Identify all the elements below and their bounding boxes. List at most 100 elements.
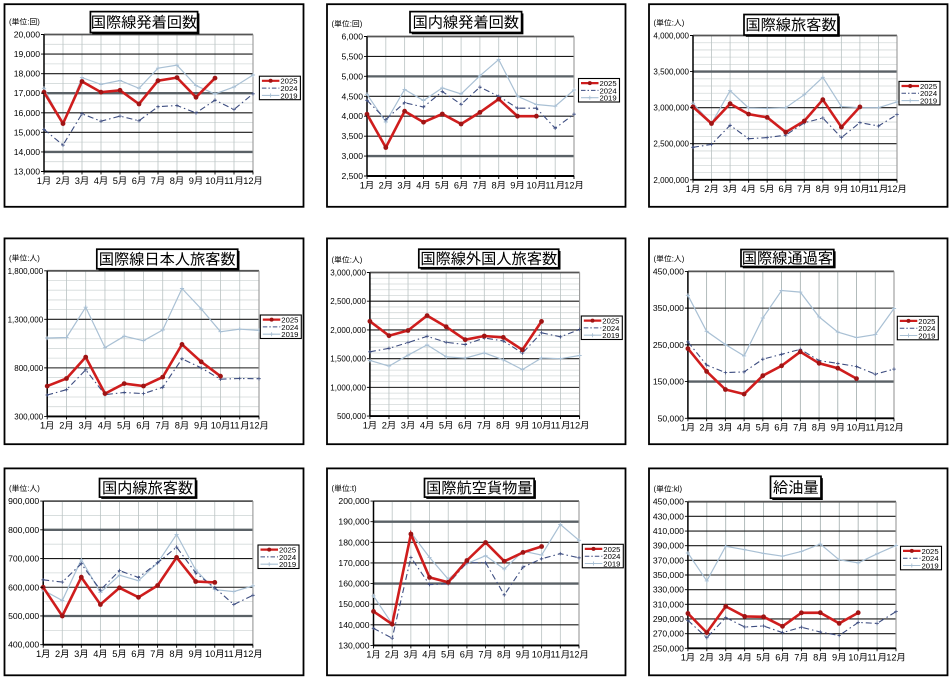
svg-text:10: 10 — [205, 649, 215, 659]
svg-text:14,000: 14,000 — [14, 147, 41, 157]
svg-text:12: 12 — [884, 423, 894, 433]
svg-text:9: 9 — [516, 650, 521, 660]
svg-text:9: 9 — [832, 653, 837, 663]
svg-text:3: 3 — [718, 423, 723, 433]
svg-text:11: 11 — [551, 650, 561, 660]
svg-text:800,000: 800,000 — [8, 525, 39, 535]
svg-text:2: 2 — [704, 184, 709, 194]
svg-text:3,000,000: 3,000,000 — [330, 269, 366, 278]
svg-text:8: 8 — [169, 649, 174, 659]
svg-text:1: 1 — [40, 421, 45, 431]
svg-text:): ) — [682, 19, 685, 28]
svg-text:16,000: 16,000 — [14, 108, 41, 118]
svg-text:2019: 2019 — [279, 560, 296, 569]
svg-text:(: ( — [654, 19, 657, 28]
svg-text:4: 4 — [422, 650, 427, 660]
svg-text:9: 9 — [831, 423, 836, 433]
svg-text:2019: 2019 — [280, 91, 297, 100]
svg-text:10: 10 — [532, 650, 542, 660]
svg-text:2019: 2019 — [602, 331, 619, 340]
svg-text:4: 4 — [741, 184, 746, 194]
svg-text:2024: 2024 — [920, 89, 938, 98]
svg-text:3,000: 3,000 — [341, 151, 363, 161]
svg-text:6: 6 — [132, 176, 137, 186]
svg-text:2025: 2025 — [279, 546, 296, 555]
svg-text:2: 2 — [385, 650, 390, 660]
svg-text:5,500: 5,500 — [341, 51, 363, 61]
svg-text::t): :t) — [350, 484, 357, 493]
svg-text:4: 4 — [93, 649, 98, 659]
svg-text:8: 8 — [813, 653, 818, 663]
svg-text:(: ( — [654, 254, 657, 263]
svg-text:9: 9 — [834, 184, 839, 194]
svg-text:12: 12 — [886, 653, 896, 663]
svg-text:2025: 2025 — [280, 77, 297, 86]
svg-text:5: 5 — [435, 180, 440, 190]
svg-text:1: 1 — [363, 420, 368, 430]
svg-text:17,000: 17,000 — [14, 88, 41, 98]
svg-text:2025: 2025 — [918, 317, 935, 326]
svg-text:1: 1 — [360, 180, 365, 190]
svg-text:2019: 2019 — [603, 559, 620, 568]
svg-text:5: 5 — [439, 420, 444, 430]
svg-text:11: 11 — [869, 184, 879, 194]
svg-text:10: 10 — [205, 176, 215, 186]
svg-text:): ) — [360, 20, 363, 29]
svg-text:2: 2 — [699, 423, 704, 433]
svg-text:): ) — [37, 484, 40, 493]
svg-text:2025: 2025 — [603, 545, 620, 554]
svg-text:15,000: 15,000 — [14, 127, 41, 137]
svg-text:5,000: 5,000 — [341, 71, 363, 81]
svg-text:(: ( — [332, 256, 335, 265]
svg-text::: : — [27, 18, 29, 27]
svg-text:(: ( — [654, 485, 657, 494]
svg-text:1,000,000: 1,000,000 — [330, 383, 366, 392]
svg-text:10: 10 — [532, 420, 542, 430]
svg-text:11: 11 — [551, 420, 561, 430]
svg-text:20,000: 20,000 — [14, 30, 41, 40]
svg-text:2024: 2024 — [918, 324, 936, 333]
svg-text:250,000: 250,000 — [653, 340, 684, 350]
svg-text:9: 9 — [194, 421, 199, 431]
svg-text:4: 4 — [420, 420, 425, 430]
svg-text:500,000: 500,000 — [337, 412, 366, 421]
svg-text:430,000: 430,000 — [653, 511, 684, 521]
svg-text:7: 7 — [151, 176, 156, 186]
svg-text:2: 2 — [700, 653, 705, 663]
svg-text:1: 1 — [366, 650, 371, 660]
svg-text:2025: 2025 — [920, 82, 937, 91]
svg-text:7: 7 — [478, 650, 483, 660]
svg-text:1,300,000: 1,300,000 — [8, 315, 44, 324]
svg-text:(: ( — [332, 20, 335, 29]
svg-text:19,000: 19,000 — [14, 49, 41, 59]
svg-text:7: 7 — [793, 423, 798, 433]
svg-text:450,000: 450,000 — [653, 497, 684, 507]
svg-text:150,000: 150,000 — [653, 377, 684, 387]
svg-text:(: ( — [332, 484, 335, 493]
svg-text:250,000: 250,000 — [653, 643, 684, 653]
svg-text:6: 6 — [774, 423, 779, 433]
svg-text:13,000: 13,000 — [14, 167, 41, 177]
svg-text:2024: 2024 — [281, 323, 299, 332]
svg-text:12: 12 — [564, 180, 574, 190]
svg-text:1: 1 — [681, 653, 686, 663]
svg-text:2024: 2024 — [602, 324, 620, 333]
svg-text:3: 3 — [404, 650, 409, 660]
svg-text:350,000: 350,000 — [653, 570, 684, 580]
svg-text:12: 12 — [570, 420, 580, 430]
svg-text:2024: 2024 — [600, 86, 618, 95]
svg-text:290,000: 290,000 — [653, 614, 684, 624]
svg-text::: : — [27, 254, 29, 263]
svg-text:11: 11 — [867, 653, 877, 663]
svg-text:5: 5 — [760, 184, 765, 194]
svg-text:6: 6 — [458, 420, 463, 430]
svg-text:): ) — [37, 254, 40, 263]
svg-text:900,000: 900,000 — [8, 496, 39, 506]
svg-text:8: 8 — [497, 650, 502, 660]
svg-text:6: 6 — [460, 650, 465, 660]
svg-text:8: 8 — [496, 420, 501, 430]
svg-text:3,000,000: 3,000,000 — [653, 104, 689, 113]
svg-text::: : — [672, 19, 674, 28]
svg-text:2024: 2024 — [603, 552, 621, 561]
svg-text:10: 10 — [850, 184, 860, 194]
